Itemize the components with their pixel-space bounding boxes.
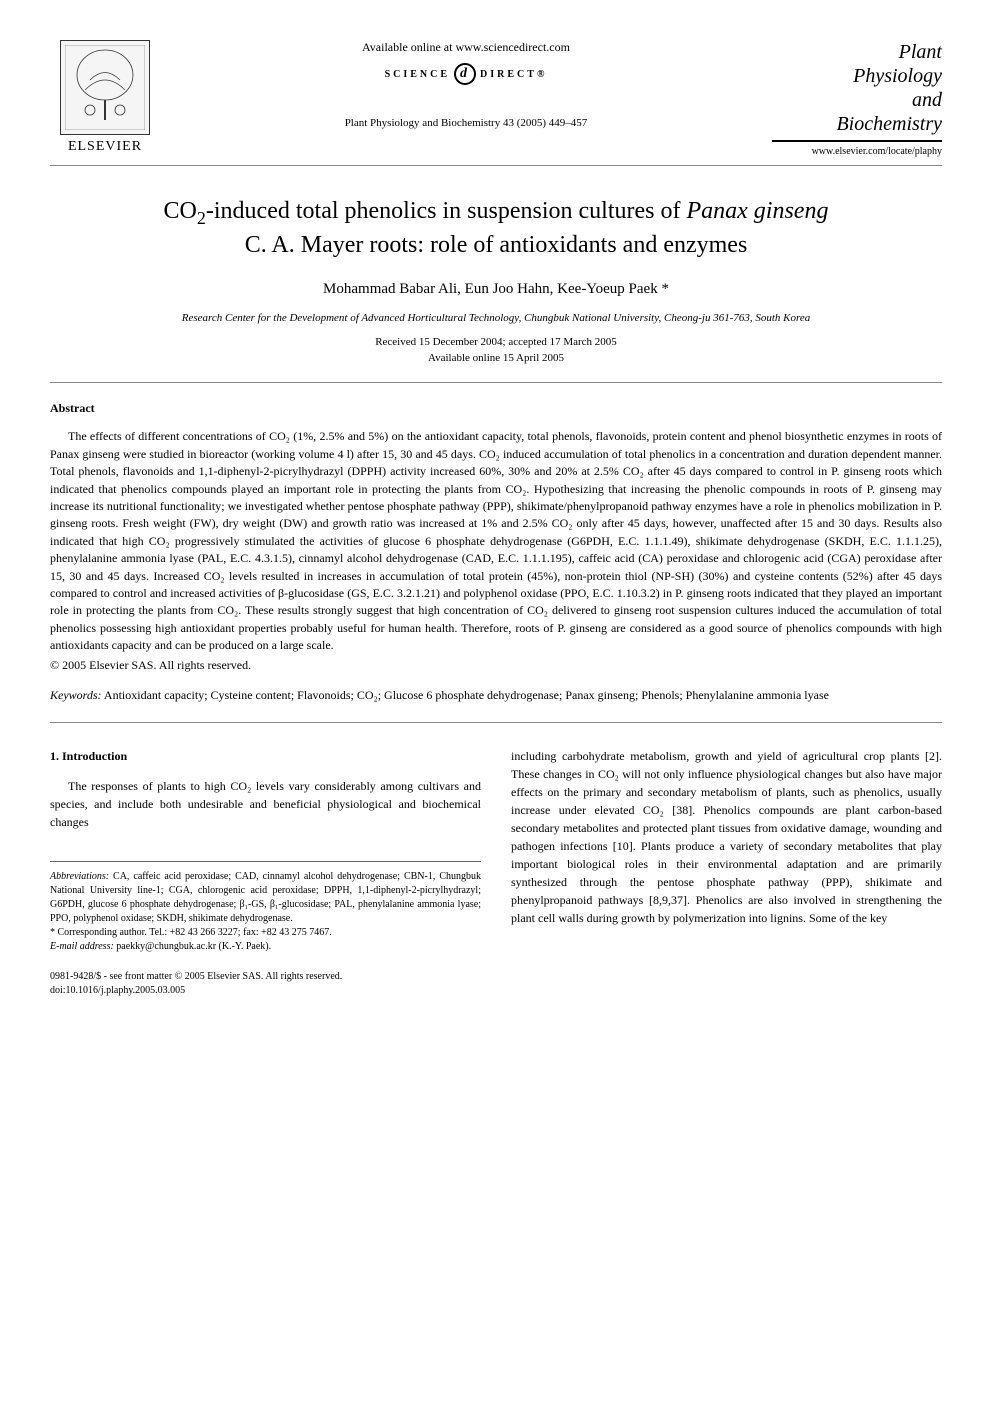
abbreviations-label: Abbreviations: bbox=[50, 871, 109, 882]
col1-para1: The responses of plants to high CO₂ leve… bbox=[50, 777, 481, 831]
issn-line: 0981-9428/$ - see front matter © 2005 El… bbox=[50, 970, 942, 984]
authors-line: Mohammad Babar Ali, Eun Joo Hahn, Kee-Yo… bbox=[50, 281, 942, 298]
copyright-line: © 2005 Elsevier SAS. All rights reserved… bbox=[50, 658, 942, 673]
sd-right-text: DIRECT® bbox=[480, 69, 547, 80]
sd-circle-icon: d bbox=[454, 63, 476, 85]
sciencedirect-logo: SCIENCE d DIRECT® bbox=[385, 63, 548, 85]
column-right: including carbohydrate metabolism, growt… bbox=[511, 747, 942, 954]
keywords-label: Keywords: bbox=[50, 688, 102, 702]
header-center: Available online at www.sciencedirect.co… bbox=[160, 40, 772, 129]
email-value: paekky@chungbuk.ac.kr (K.-Y. Paek). bbox=[114, 941, 271, 952]
date-online: Available online 15 April 2005 bbox=[50, 352, 942, 364]
affiliation: Research Center for the Development of A… bbox=[50, 312, 942, 324]
journal-title: Plant Physiology and Biochemistry bbox=[772, 40, 942, 142]
corresponding-author: * Corresponding author. Tel.: +82 43 266… bbox=[50, 926, 481, 940]
col2-para1: including carbohydrate metabolism, growt… bbox=[511, 747, 942, 927]
doi-line: doi:10.1016/j.plaphy.2005.03.005 bbox=[50, 984, 942, 998]
article-title: CO2-induced total phenolics in suspensio… bbox=[90, 196, 902, 261]
sd-left-text: SCIENCE bbox=[385, 69, 450, 80]
journal-box: Plant Physiology and Biochemistry www.el… bbox=[772, 40, 942, 157]
citation-line: Plant Physiology and Biochemistry 43 (20… bbox=[180, 117, 752, 129]
body-columns: 1. Introduction The responses of plants … bbox=[50, 747, 942, 954]
elsevier-label: ELSEVIER bbox=[68, 139, 142, 155]
abbreviations: Abbreviations: CA, caffeic acid peroxida… bbox=[50, 870, 481, 926]
email-line: E-mail address: paekky@chungbuk.ac.kr (K… bbox=[50, 940, 481, 954]
page-header: ELSEVIER Available online at www.science… bbox=[50, 40, 942, 166]
section-1-heading: 1. Introduction bbox=[50, 747, 481, 765]
email-label: E-mail address: bbox=[50, 941, 114, 952]
bottom-info: 0981-9428/$ - see front matter © 2005 El… bbox=[50, 970, 942, 998]
abbreviations-text: CA, caffeic acid peroxidase; CAD, cinnam… bbox=[50, 871, 481, 924]
journal-url: www.elsevier.com/locate/plaphy bbox=[772, 146, 942, 157]
publisher-logo: ELSEVIER bbox=[50, 40, 160, 155]
column-left: 1. Introduction The responses of plants … bbox=[50, 747, 481, 954]
footnotes: Abbreviations: CA, caffeic acid peroxida… bbox=[50, 861, 481, 954]
divider-2 bbox=[50, 722, 942, 723]
divider bbox=[50, 382, 942, 383]
abstract-body: The effects of different concentrations … bbox=[50, 428, 942, 654]
keywords-text: Antioxidant capacity; Cysteine content; … bbox=[102, 688, 829, 702]
available-online-text: Available online at www.sciencedirect.co… bbox=[180, 40, 752, 55]
abstract-heading: Abstract bbox=[50, 401, 942, 416]
elsevier-tree-icon bbox=[60, 40, 150, 135]
date-received: Received 15 December 2004; accepted 17 M… bbox=[50, 336, 942, 348]
keywords: Keywords: Antioxidant capacity; Cysteine… bbox=[50, 687, 942, 704]
